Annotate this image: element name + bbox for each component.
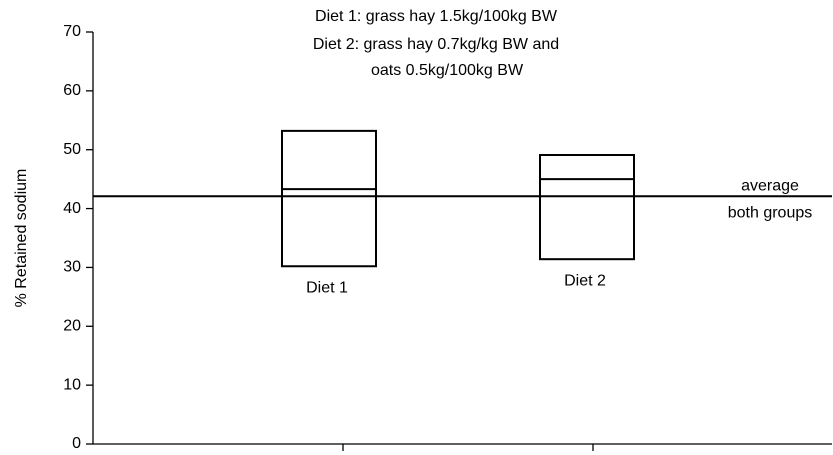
y-tick-label: 70 [63, 23, 81, 40]
y-tick-label: 50 [63, 141, 81, 158]
y-tick-label: 0 [72, 435, 81, 452]
box [539, 154, 635, 261]
reference-label: both groups [728, 204, 813, 221]
y-tick-label: 20 [63, 318, 81, 335]
y-axis-label: % Retained sodium [13, 169, 30, 308]
y-tick-label: 10 [63, 376, 81, 393]
category-label: Diet 1 [306, 279, 348, 296]
reference-label: average [741, 177, 799, 194]
y-tick-label: 60 [63, 82, 81, 99]
category-label: Diet 2 [564, 272, 606, 289]
note: Diet 2: grass hay 0.7kg/kg BW and [313, 36, 559, 53]
note: Diet 1: grass hay 1.5kg/100kg BW [315, 8, 558, 25]
box [281, 129, 377, 268]
note: oats 0.5kg/100kg BW [371, 62, 524, 79]
y-tick-label: 30 [63, 259, 81, 276]
y-tick-label: 40 [63, 200, 81, 217]
